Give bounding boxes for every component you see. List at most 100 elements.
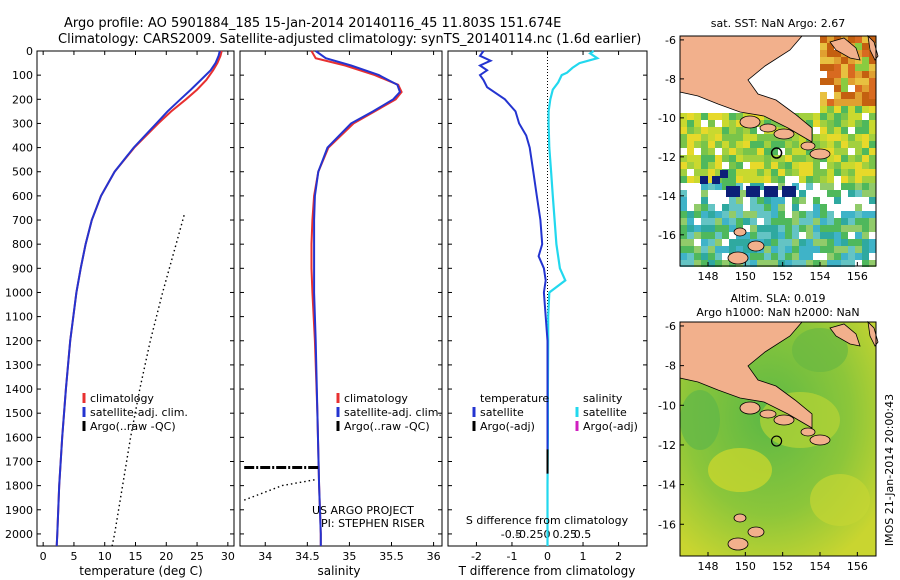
- sst-cell: [722, 183, 729, 190]
- x-tick-label: 36: [427, 550, 441, 563]
- sst-cell: [862, 50, 869, 57]
- legend-t-sat-label: satellite: [480, 406, 524, 419]
- depth-tick-label: 1300: [5, 359, 33, 372]
- sst-cell: [855, 106, 862, 113]
- sst-cell: [869, 99, 876, 106]
- sst-cell: [827, 127, 834, 134]
- sst-cell: [778, 176, 785, 183]
- sst-cell: [680, 218, 687, 225]
- sst-cell: [743, 239, 750, 246]
- sst-cell: [827, 120, 834, 127]
- sst-cell: [820, 141, 827, 148]
- sst-cell: [855, 204, 862, 211]
- sst-cell: [778, 253, 785, 260]
- sst-cell: [771, 155, 778, 162]
- sst-cell: [701, 134, 708, 141]
- sst-cell: [869, 225, 876, 232]
- sst-cell: [869, 176, 876, 183]
- sst-cell: [799, 134, 806, 141]
- sst-cell: [708, 211, 715, 218]
- sst-cell: [848, 162, 855, 169]
- depth-tick-label: 1500: [5, 407, 33, 420]
- sst-cell: [827, 253, 834, 260]
- sst-cell: [869, 64, 876, 71]
- sst-cell: [778, 246, 785, 253]
- sst-cell: [680, 239, 687, 246]
- sst-cell: [855, 218, 862, 225]
- sst-cell: [701, 260, 708, 267]
- sst-cell: [715, 162, 722, 169]
- sst-cell: [680, 260, 687, 267]
- sst-cell: [834, 141, 841, 148]
- sst-cell: [764, 218, 771, 225]
- sst-cell: [736, 218, 743, 225]
- sst-cell: [813, 246, 820, 253]
- sst-cell: [813, 113, 820, 120]
- x-tick-label: 35: [342, 550, 356, 563]
- sst-cell: [862, 106, 869, 113]
- sst-cell: [848, 155, 855, 162]
- sst-cell: [862, 176, 869, 183]
- sst-cell: [799, 197, 806, 204]
- sst-cell: [708, 204, 715, 211]
- sst-cell: [813, 260, 820, 267]
- sst-cell: [862, 169, 869, 176]
- sst-cell: [687, 120, 694, 127]
- sst-cell: [862, 71, 869, 78]
- sst-cell: [715, 155, 722, 162]
- sst-cell: [764, 148, 771, 155]
- sst-cell: [680, 197, 687, 204]
- sst-cell: [743, 218, 750, 225]
- sst-cell: [687, 225, 694, 232]
- sst-cell: [869, 155, 876, 162]
- sst-cell: [792, 239, 799, 246]
- sst-cell: [848, 57, 855, 64]
- sst-cell: [869, 169, 876, 176]
- sst-cell: [827, 176, 834, 183]
- sst-cell: [806, 253, 813, 260]
- sla-blob: [680, 390, 720, 450]
- sst-cell: [848, 92, 855, 99]
- lat-tick-label: -6: [665, 34, 676, 47]
- sst-cell: [848, 64, 855, 71]
- sst-cell: [701, 169, 708, 176]
- sst-cell: [799, 211, 806, 218]
- sst-cell: [792, 260, 799, 267]
- sst-cell: [701, 211, 708, 218]
- sst-cell: [778, 232, 785, 239]
- plot-frame: [239, 50, 443, 547]
- sst-cell: [778, 204, 785, 211]
- sst-cell: [729, 148, 736, 155]
- sst-cell: [834, 57, 841, 64]
- sst-cell: [736, 239, 743, 246]
- sst-cell: [841, 183, 848, 190]
- legend-sat-label: satellite-adj. clim.: [90, 406, 188, 419]
- diff-xlabel: T difference from climatology: [458, 564, 636, 578]
- sst-cell: [708, 260, 715, 267]
- sst-cell: [743, 169, 750, 176]
- sst-cell: [764, 176, 771, 183]
- sst-cell: [813, 120, 820, 127]
- sst-cell: [855, 36, 862, 43]
- x-tick-label: 5: [70, 550, 77, 563]
- sst-cell: [743, 260, 750, 267]
- sst-cell: [820, 183, 827, 190]
- sst-cell: [855, 232, 862, 239]
- sst-cell: [729, 246, 736, 253]
- sst-cell: [757, 120, 764, 127]
- sst-cell: [862, 211, 869, 218]
- sst-cell: [799, 169, 806, 176]
- sst-cell: [757, 113, 764, 120]
- sst-cell: [715, 232, 722, 239]
- sst-cell: [855, 43, 862, 50]
- sst-cell: [736, 162, 743, 169]
- sst-cell: [715, 225, 722, 232]
- sst-cell: [862, 225, 869, 232]
- sst-cell: [820, 50, 827, 57]
- sst-cell: [785, 141, 792, 148]
- sst-cell: [785, 232, 792, 239]
- sst-cell: [855, 155, 862, 162]
- sst-cell: [757, 232, 764, 239]
- sst-cell: [729, 225, 736, 232]
- lon-tick-label: 152: [772, 560, 793, 573]
